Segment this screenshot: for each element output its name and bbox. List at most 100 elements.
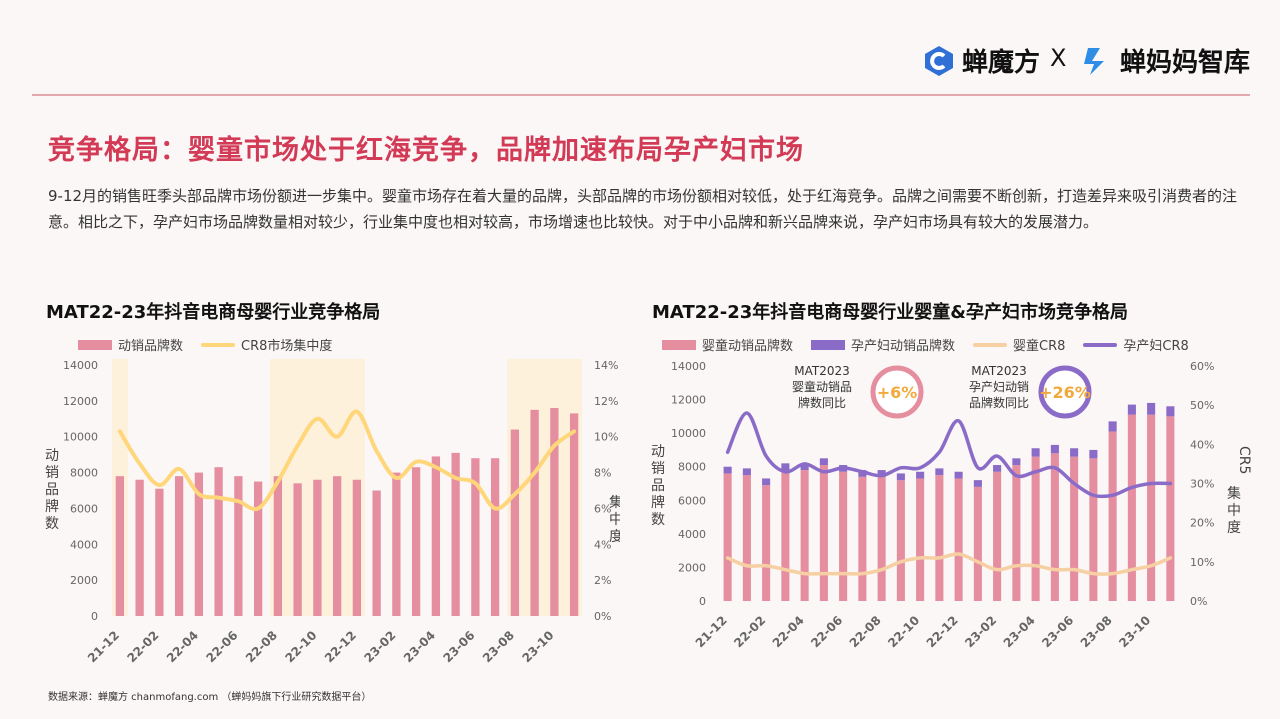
legend-item: 动销品牌数 <box>78 335 183 354</box>
brand2-label: 蝉妈妈智库 <box>1120 48 1251 78</box>
bar <box>115 476 125 616</box>
x-tick-label: 23-08 <box>1078 613 1115 650</box>
x-tick-label: 22-08 <box>847 613 884 650</box>
chart2-plot: 14000 12000 10000 8000 6000 4000 2000 0 60% 50% 40… <box>651 360 1252 650</box>
legend-label: 婴童动销品牌数 <box>702 339 794 354</box>
x-tick-label: 23-08 <box>480 628 517 665</box>
bar <box>530 409 539 616</box>
y2-axis-title-char: 度 <box>1227 520 1241 536</box>
y-axis-title-char: 数 <box>651 512 665 528</box>
y2-axis-title: CR5 <box>618 455 620 483</box>
bar <box>214 467 223 616</box>
bar <box>293 483 302 616</box>
bar <box>819 465 828 601</box>
y2-tick-label: 6% <box>594 502 611 515</box>
legend-item: 孕产妇动销品牌数 <box>811 335 955 354</box>
bar <box>781 463 790 471</box>
legend-item: CR8市场集中度 <box>201 335 332 354</box>
y2-tick-label: 14% <box>594 359 618 372</box>
y-axis-title-char: 牌 <box>651 494 665 511</box>
annotation-label-line: 孕产妇动销 <box>969 380 1029 394</box>
bar <box>1031 456 1040 601</box>
y-tick-label: 10000 <box>671 427 706 440</box>
y-axis-title-char: 销 <box>651 461 665 477</box>
bar <box>877 476 886 601</box>
bar <box>1147 414 1156 601</box>
bar <box>1070 456 1079 601</box>
y2-tick-label: 30% <box>1190 478 1214 491</box>
y2-axis-title-char: 中 <box>1227 503 1241 519</box>
x-tick-label: 22-02 <box>124 628 161 665</box>
x-tick-label: 22-08 <box>243 628 280 665</box>
bar <box>723 473 732 601</box>
y-tick-label: 14000 <box>63 359 98 372</box>
y2-tick-label: 2% <box>594 574 611 587</box>
bar <box>877 470 886 477</box>
brand-separator: X <box>1050 44 1067 72</box>
bar <box>935 468 944 476</box>
legend-label: CR8市场集中度 <box>241 339 333 354</box>
x-tick-label: 22-04 <box>770 613 807 650</box>
bar <box>742 468 751 476</box>
brand-chanmama: 蝉妈妈智库 <box>1080 42 1250 79</box>
bar <box>1166 406 1175 417</box>
bar <box>490 458 500 616</box>
y-axis-title-char: 牌 <box>45 498 59 515</box>
bar <box>1050 444 1059 454</box>
header-divider <box>32 94 1250 96</box>
y2-tick-label: 50% <box>1190 399 1214 412</box>
bar <box>723 466 732 474</box>
legend-label: 孕产妇CR8 <box>1123 339 1189 354</box>
y-tick-label: 4000 <box>678 528 706 541</box>
y-tick-label: 8000 <box>70 467 98 480</box>
legend-swatch <box>1083 342 1118 347</box>
legend-label: 孕产妇动销品牌数 <box>851 339 956 354</box>
brand-chanmofang: 蝉魔方 <box>922 42 1040 79</box>
chart1-title: MAT22-23年抖音电商母婴行业竞争格局 <box>46 302 381 323</box>
bar <box>411 467 421 616</box>
bar <box>762 478 771 486</box>
bar <box>781 470 790 601</box>
bar <box>819 458 828 466</box>
annotation-value: +26% <box>1039 383 1091 402</box>
x-tick-label: 22-06 <box>203 628 240 665</box>
x-tick-label: 22-12 <box>322 628 359 665</box>
y2-tick-label: 10% <box>1190 556 1214 569</box>
legend-swatch <box>811 339 846 350</box>
intro-paragraph: 9-12月的销售旺季头部品牌市场份额进一步集中。婴童市场存在着大量的品牌，头部品… <box>48 187 1238 231</box>
y-tick-label: 12000 <box>63 395 98 408</box>
page-title: 竞争格局：婴童市场处于红海竞争，品牌加速布局孕产妇市场 <box>48 135 804 166</box>
bar <box>372 490 381 616</box>
legend-swatch <box>78 339 112 350</box>
annotation-label-line: MAT2023 <box>794 364 850 378</box>
series-line <box>117 409 577 512</box>
x-tick-label: 22-10 <box>282 628 319 665</box>
y2-axis-title: CR5 <box>1236 446 1252 474</box>
y-axis-title-char: 销 <box>45 465 59 481</box>
bar <box>1012 458 1021 466</box>
legend-label: 婴童CR8 <box>1013 339 1066 354</box>
bar <box>1089 458 1098 601</box>
annotation-ring <box>870 365 924 419</box>
chart2-title: MAT22-23年抖音电商母婴行业婴童&孕产妇市场竞争格局 <box>652 302 1128 323</box>
legend-swatch <box>201 342 236 347</box>
x-tick-label: 23-06 <box>1039 613 1076 650</box>
legend-swatch <box>662 339 696 350</box>
bar <box>1012 465 1021 601</box>
annotation-label-line: MAT2023 <box>971 364 1027 378</box>
bar <box>1127 414 1136 601</box>
bar <box>313 479 322 616</box>
legend-item: 婴童CR8 <box>973 335 1065 354</box>
bar <box>973 486 982 601</box>
y-axis-title-char: 动 <box>45 448 59 464</box>
bar <box>451 452 460 616</box>
y-axis-title-char: 品 <box>45 482 59 498</box>
x-tick-label: 21-12 <box>693 613 730 650</box>
bar <box>550 408 559 616</box>
x-tick-label: 22-06 <box>808 613 845 650</box>
bar <box>916 471 925 479</box>
brand1-label: 蝉魔方 <box>962 48 1041 78</box>
y-tick-label: 0 <box>91 610 98 623</box>
bar <box>174 476 184 616</box>
y2-tick-label: 0% <box>1190 595 1207 608</box>
